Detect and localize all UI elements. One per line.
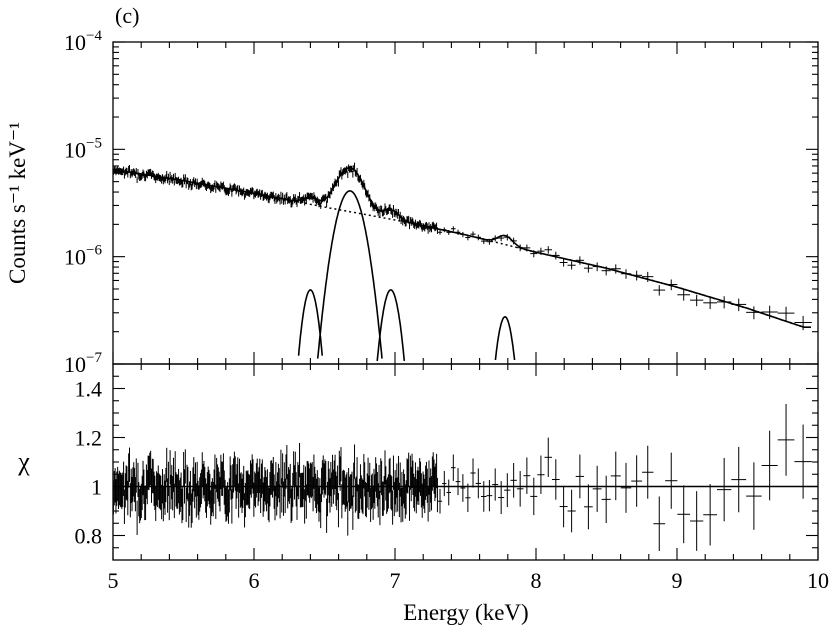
top-y-axis-title: Counts s⁻¹ keV⁻¹: [5, 122, 30, 284]
bottom-y-ticks: 0.8 1 1.2 1.4: [75, 375, 818, 549]
top-y-tick-label: 10−5: [64, 135, 102, 162]
bottom-y-axis-title: χ: [17, 447, 30, 476]
x-ticks: 5 6 7 8 9 10: [108, 42, 829, 593]
residual-data-points: [112, 403, 812, 552]
panel-label: (c): [115, 3, 139, 28]
bottom-panel: 0.8 1 1.2 1.4 χ: [17, 363, 819, 561]
x-tick-label: 10: [807, 568, 829, 593]
bottom-y-tick-label: 0.8: [75, 524, 103, 549]
top-y-tick-label: 10−6: [64, 243, 102, 270]
gaussian-line-curve: [297, 289, 323, 356]
gaussian-line-curve: [494, 315, 516, 361]
bottom-y-tick-label: 1: [91, 475, 102, 500]
x-tick-label: 6: [249, 568, 260, 593]
top-data-points: [112, 162, 812, 331]
total-model-curve: [112, 166, 811, 328]
bottom-y-tick-label: 1.2: [75, 426, 103, 451]
top-y-tick-label: 10−4: [64, 28, 102, 55]
x-axis-title: Energy (keV): [403, 600, 528, 625]
x-tick-label: 8: [531, 568, 542, 593]
bottom-panel-frame: [112, 363, 819, 561]
continuum-model-curve: [112, 168, 811, 328]
gaussian-line-curve: [376, 289, 406, 361]
x-tick-label: 5: [108, 568, 119, 593]
gaussian-line-components: [297, 190, 516, 361]
top-y-ticks: 10−4 10−5 10−6 10−7: [64, 28, 818, 377]
x-tick-label: 7: [390, 568, 401, 593]
x-tick-label: 9: [672, 568, 683, 593]
gaussian-line-curve: [316, 190, 383, 359]
top-y-tick-label: 10−7: [64, 350, 102, 377]
top-panel-frame: [112, 41, 819, 365]
top-panel: (c) 10−4 10−5 10−6 10−7 Counts s⁻¹ keV⁻¹: [5, 3, 819, 377]
bottom-y-tick-label: 1.4: [75, 377, 103, 402]
